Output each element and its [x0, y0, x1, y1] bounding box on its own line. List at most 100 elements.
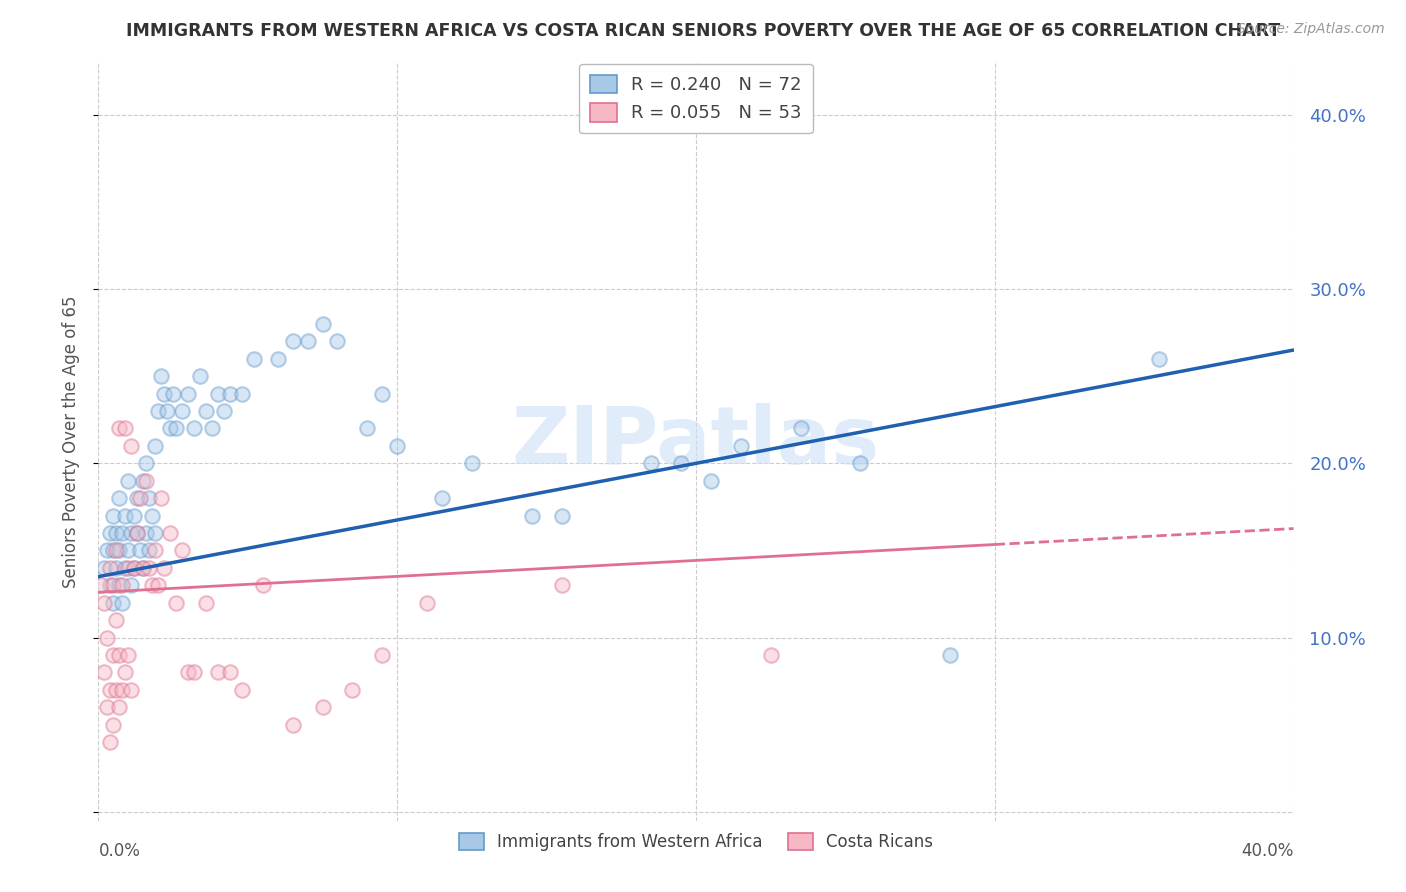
Point — [117, 648, 139, 662]
Point — [281, 718, 304, 732]
Point — [98, 561, 122, 575]
Point — [124, 561, 146, 575]
Point — [159, 421, 181, 435]
Point — [124, 561, 146, 575]
Point — [385, 439, 409, 453]
Point — [143, 526, 166, 541]
Point — [98, 682, 122, 697]
Point — [177, 386, 200, 401]
Point — [114, 665, 136, 680]
Legend: Immigrants from Western Africa, Costa Ricans: Immigrants from Western Africa, Costa Ri… — [453, 826, 939, 858]
Point — [114, 561, 136, 575]
Point — [183, 421, 205, 435]
Point — [132, 561, 155, 575]
Point — [114, 421, 136, 435]
Point — [156, 404, 179, 418]
Point — [143, 543, 166, 558]
Point — [371, 386, 394, 401]
Point — [127, 491, 149, 506]
Point — [105, 682, 128, 697]
Point — [177, 665, 200, 680]
Point — [849, 456, 872, 470]
Point — [141, 578, 163, 592]
Point — [103, 543, 125, 558]
Point — [150, 491, 173, 506]
Point — [103, 648, 125, 662]
Point — [195, 404, 218, 418]
Point — [108, 578, 131, 592]
Point — [640, 456, 662, 470]
Text: 0.0%: 0.0% — [98, 841, 141, 860]
Point — [550, 508, 572, 523]
Point — [150, 369, 173, 384]
Point — [93, 665, 115, 680]
Point — [148, 404, 170, 418]
Point — [138, 491, 160, 506]
Point — [117, 543, 139, 558]
Point — [114, 508, 136, 523]
Point — [98, 735, 122, 749]
Point — [356, 421, 378, 435]
Point — [108, 700, 131, 714]
Point — [153, 386, 176, 401]
Point — [98, 578, 122, 592]
Point — [111, 526, 134, 541]
Point — [129, 543, 152, 558]
Point — [111, 596, 134, 610]
Point — [416, 596, 439, 610]
Point — [159, 526, 181, 541]
Point — [108, 648, 131, 662]
Point — [103, 508, 125, 523]
Point — [281, 334, 304, 349]
Point — [520, 508, 543, 523]
Text: Source: ZipAtlas.com: Source: ZipAtlas.com — [1237, 22, 1385, 37]
Point — [96, 700, 118, 714]
Text: ZIPatlas: ZIPatlas — [512, 402, 880, 481]
Point — [127, 526, 149, 541]
Point — [212, 404, 235, 418]
Point — [117, 474, 139, 488]
Point — [135, 456, 157, 470]
Point — [108, 543, 131, 558]
Point — [108, 491, 131, 506]
Point — [90, 578, 112, 592]
Point — [267, 351, 290, 366]
Point — [120, 682, 142, 697]
Point — [98, 526, 122, 541]
Point — [342, 682, 364, 697]
Point — [430, 491, 453, 506]
Point — [138, 561, 160, 575]
Point — [96, 543, 118, 558]
Point — [207, 386, 229, 401]
Point — [120, 526, 142, 541]
Point — [219, 665, 242, 680]
Point — [461, 456, 484, 470]
Point — [117, 561, 139, 575]
Point — [103, 596, 125, 610]
Point — [252, 578, 274, 592]
Point — [1147, 351, 1170, 366]
Point — [105, 543, 128, 558]
Point — [550, 578, 572, 592]
Point — [326, 334, 349, 349]
Point — [371, 648, 394, 662]
Text: IMMIGRANTS FROM WESTERN AFRICA VS COSTA RICAN SENIORS POVERTY OVER THE AGE OF 65: IMMIGRANTS FROM WESTERN AFRICA VS COSTA … — [127, 22, 1279, 40]
Point — [730, 439, 752, 453]
Point — [103, 718, 125, 732]
Point — [700, 474, 723, 488]
Point — [165, 596, 187, 610]
Point — [311, 317, 333, 331]
Point — [111, 578, 134, 592]
Point — [135, 474, 157, 488]
Point — [219, 386, 242, 401]
Point — [96, 631, 118, 645]
Point — [127, 526, 149, 541]
Point — [172, 404, 194, 418]
Point — [231, 682, 253, 697]
Point — [165, 421, 187, 435]
Point — [759, 648, 782, 662]
Point — [297, 334, 319, 349]
Point — [120, 439, 142, 453]
Point — [129, 491, 152, 506]
Point — [172, 543, 194, 558]
